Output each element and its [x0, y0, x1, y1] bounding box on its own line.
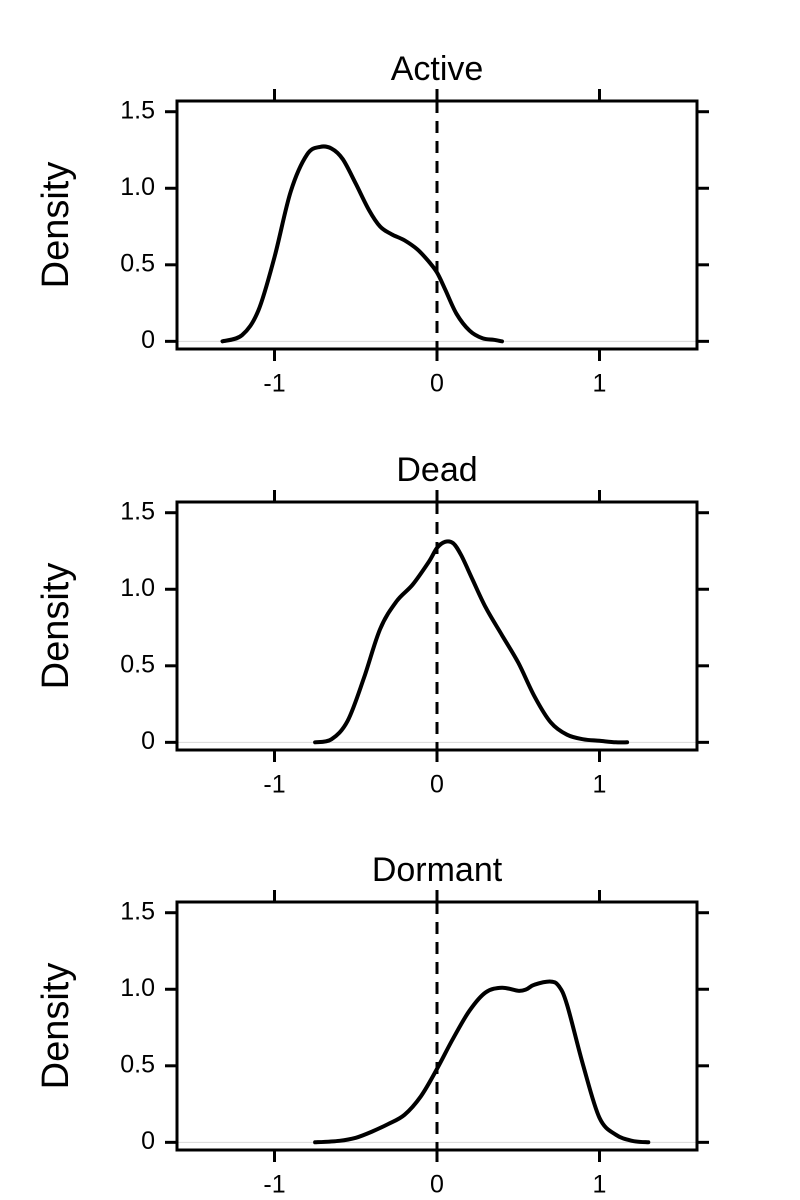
y-tick-label: 1.5: [120, 897, 155, 925]
y-tick-label: 1.0: [120, 574, 155, 602]
x-tick-label: -1: [263, 771, 285, 799]
density-curve: [220, 144, 504, 344]
panel-title: Dead: [396, 451, 477, 489]
y-axis-label: Density: [35, 563, 77, 690]
y-axis-label: Density: [35, 963, 77, 1090]
panel-1: Dead Density 0 0.5 1.0 1.5 -1 0 1: [35, 451, 709, 799]
panel-title: Dormant: [372, 851, 503, 889]
x-tick-label: -1: [263, 370, 285, 398]
x-tick-label: 0: [430, 771, 444, 799]
x-tick-label: 0: [430, 370, 444, 398]
x-tick-label: 1: [593, 1171, 607, 1199]
y-tick-label: 0.5: [120, 1050, 155, 1078]
panel-0: Active Density 0 0.5 1.0 1.5 -1 0 1: [35, 50, 709, 398]
y-tick-label: 1.0: [120, 974, 155, 1002]
y-tick-label: 1.0: [120, 173, 155, 201]
panel-title: Active: [391, 50, 484, 88]
density-curve: [313, 539, 630, 745]
density-curve: [313, 979, 651, 1145]
x-tick-label: 1: [593, 370, 607, 398]
y-tick-label: 1.5: [120, 497, 155, 525]
y-axis-label: Density: [35, 162, 77, 289]
x-tick-label: -1: [263, 1171, 285, 1199]
x-tick-label: 1: [593, 771, 607, 799]
y-tick-label: 0: [141, 1127, 155, 1155]
y-tick-label: 1.5: [120, 96, 155, 124]
panel-2: Dormant Density 0 0.5 1.0 1.5 -1 0 1: [35, 851, 709, 1199]
y-tick-label: 0.5: [120, 249, 155, 277]
y-tick-label: 0: [141, 326, 155, 354]
x-tick-label: 0: [430, 1171, 444, 1199]
y-tick-label: 0.5: [120, 650, 155, 678]
y-tick-label: 0: [141, 727, 155, 755]
